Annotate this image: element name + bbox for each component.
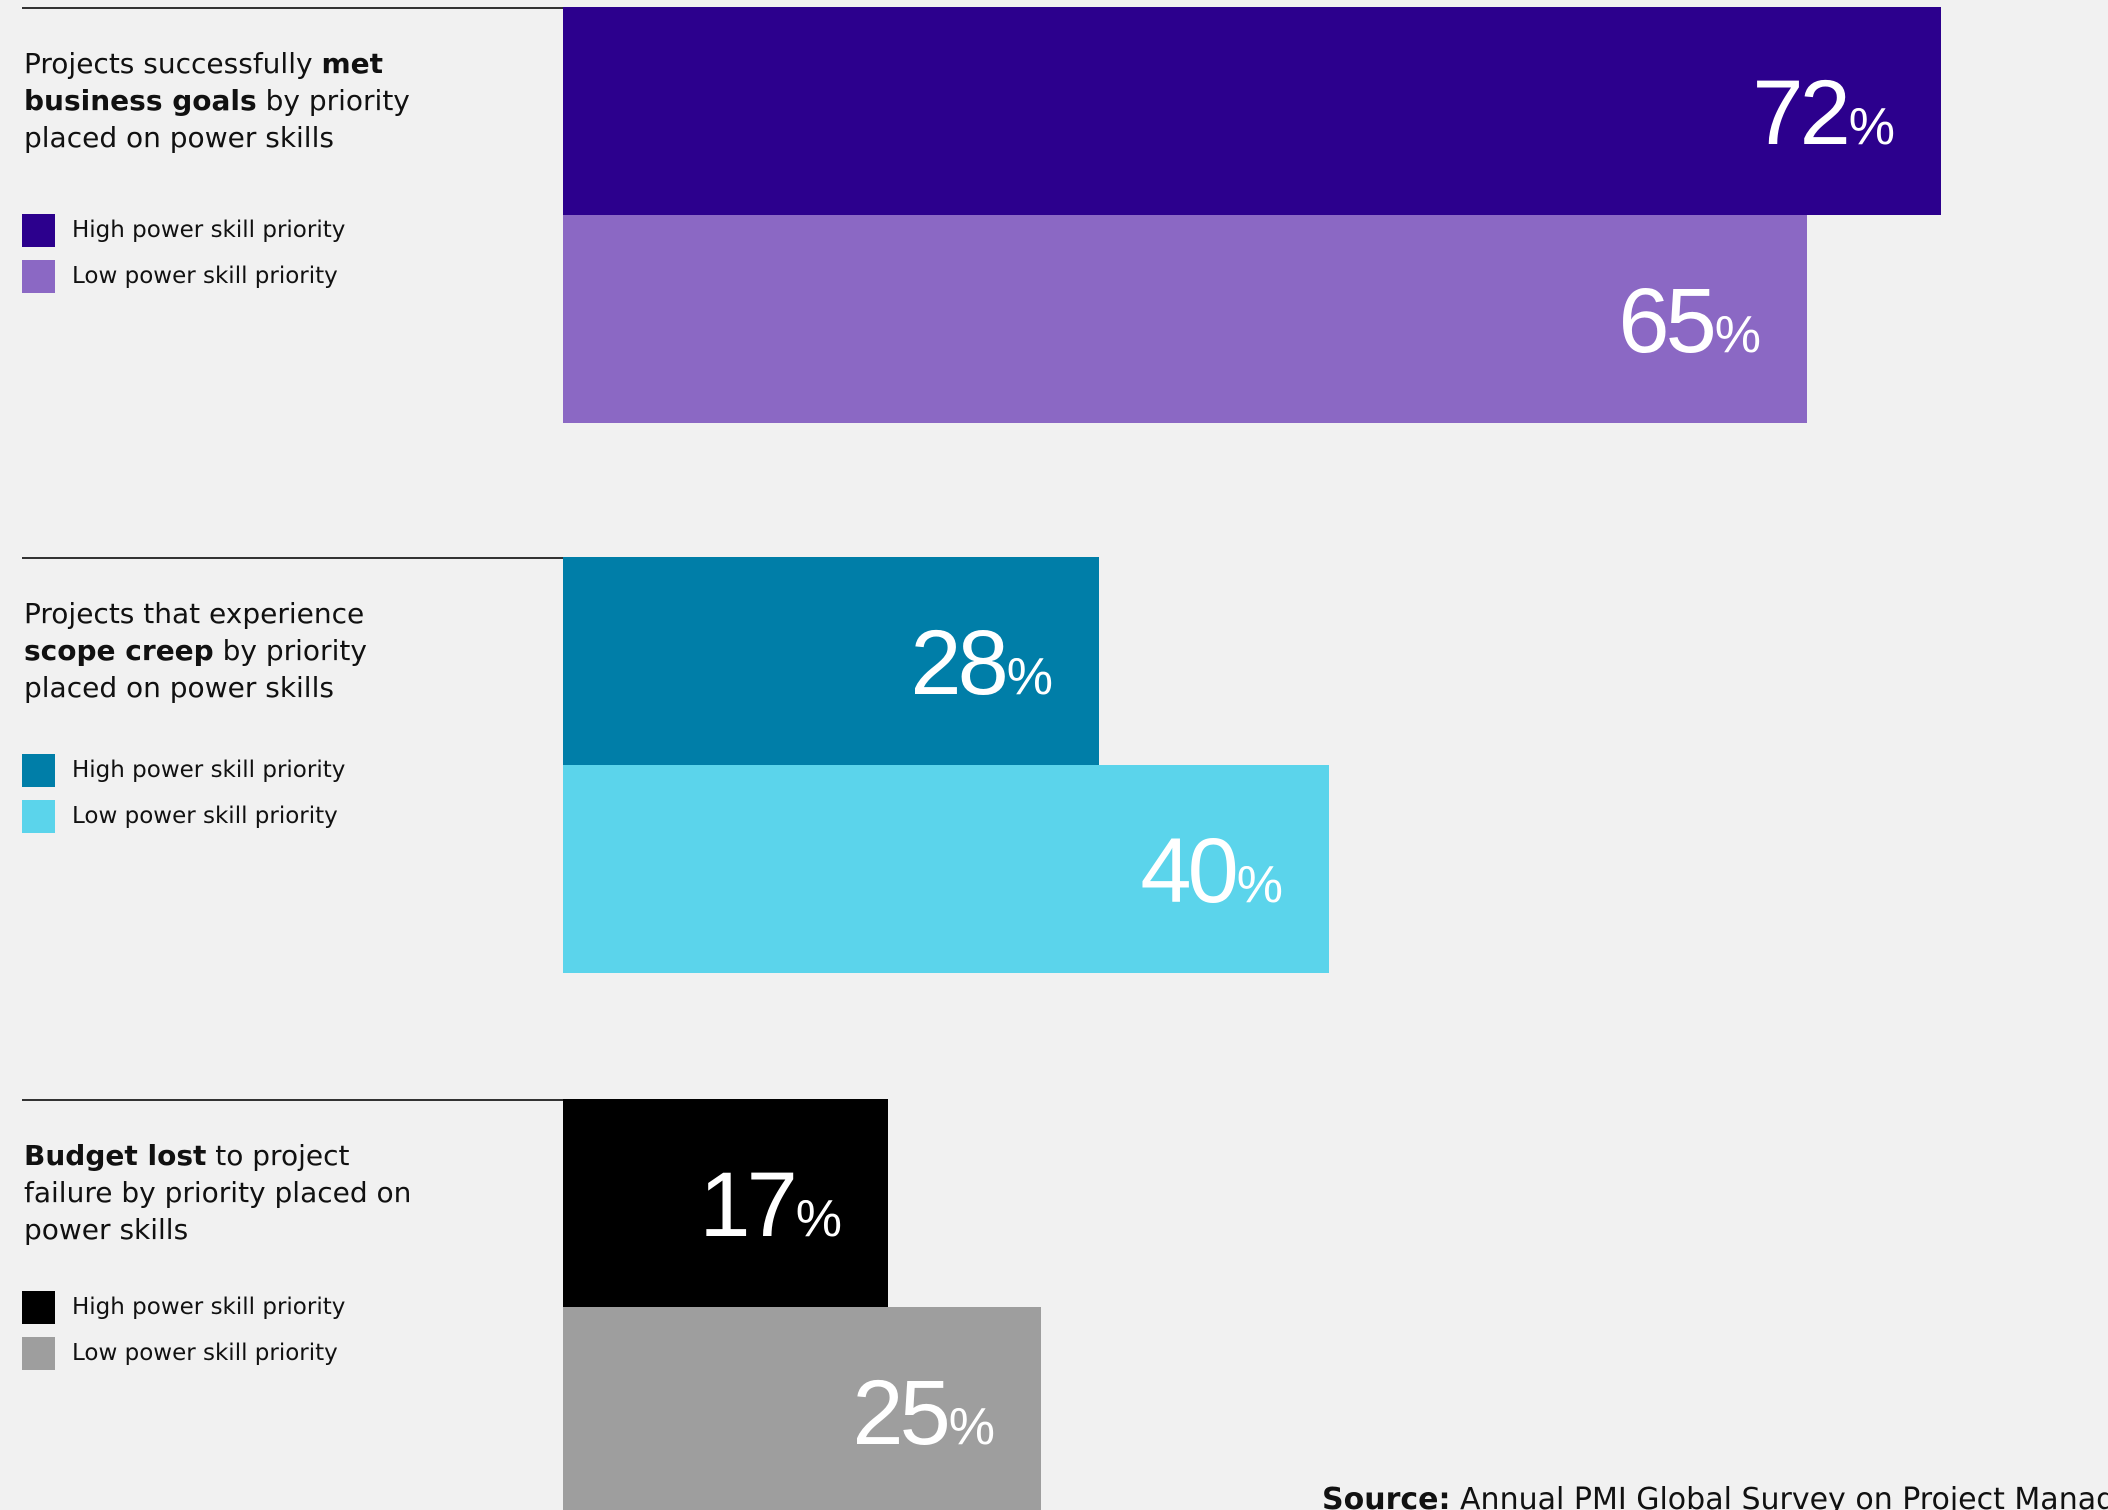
chart-title-post: by priority placed on power skills <box>24 634 367 704</box>
chart-title-bold: scope creep <box>24 634 214 667</box>
bar-unit: % <box>1236 856 1283 914</box>
chart-title: Projects that experience scope creep by … <box>24 595 444 706</box>
chart-title-pre: Projects successfully <box>24 47 322 80</box>
bar-unit: % <box>1714 306 1761 364</box>
bar-low-budget-lost: 25% <box>563 1307 1041 1510</box>
bar-data-label: 28% <box>910 617 1053 709</box>
legend-label-high: High power skill priority <box>72 1294 346 1320</box>
chart-title-bold: Budget lost <box>24 1139 207 1172</box>
bar-unit: % <box>1848 98 1895 156</box>
legend-swatch-high <box>22 1290 55 1324</box>
legend-swatch-low <box>22 1336 55 1370</box>
legend-label-high: High power skill priority <box>72 217 346 243</box>
chart-legend: High power skill priority Low power skil… <box>22 747 402 839</box>
source-note: Source: Annual PMI Global Survey on Proj… <box>1322 1480 2108 1510</box>
bar-value: 25 <box>852 1362 950 1464</box>
chart-legend: High power skill priority Low power skil… <box>22 207 402 299</box>
bar-unit: % <box>1006 648 1053 706</box>
chart-panel-business-goals: Projects successfully met business goals… <box>0 7 2108 457</box>
bar-data-label: 65% <box>1618 275 1761 367</box>
panel-divider <box>22 1099 564 1101</box>
bar-value: 28 <box>910 612 1008 714</box>
bar-data-label: 72% <box>1752 67 1895 159</box>
chart-title-pre: Projects that experience <box>24 597 365 630</box>
legend-swatch-high <box>22 753 55 787</box>
chart-title: Projects successfully met business goals… <box>24 45 444 156</box>
legend-item-high: High power skill priority <box>22 1284 402 1330</box>
chart-title: Budget lost to project failure by priori… <box>24 1137 444 1248</box>
bar-low-business-goals: 65% <box>563 215 1807 423</box>
legend-swatch-high <box>22 213 55 247</box>
bar-high-business-goals: 72% <box>563 7 1941 215</box>
panel-divider <box>22 557 564 559</box>
bar-unit: % <box>948 1398 995 1456</box>
legend-label-low: Low power skill priority <box>72 803 338 829</box>
source-text: Annual PMI Global Survey on Project Mana… <box>1460 1482 2108 1510</box>
chart-legend: High power skill priority Low power skil… <box>22 1284 402 1376</box>
legend-label-low: Low power skill priority <box>72 1340 338 1366</box>
chart-title-bold: met business goals <box>24 47 384 117</box>
legend-item-high: High power skill priority <box>22 747 402 793</box>
panel-divider <box>22 7 564 9</box>
legend-item-low: Low power skill priority <box>22 793 402 839</box>
legend-item-low: Low power skill priority <box>22 1330 402 1376</box>
bar-value: 17 <box>699 1154 797 1256</box>
chart-title-post: to project failure by priority placed on… <box>24 1139 412 1246</box>
bar-data-label: 17% <box>699 1159 842 1251</box>
bar-data-label: 40% <box>1140 825 1283 917</box>
bar-high-scope-creep: 28% <box>563 557 1099 765</box>
source-label: Source: <box>1322 1482 1451 1510</box>
legend-item-low: Low power skill priority <box>22 253 402 299</box>
bar-value: 72 <box>1752 62 1850 164</box>
legend-label-high: High power skill priority <box>72 757 346 783</box>
legend-swatch-low <box>22 259 55 293</box>
chart-panel-budget-lost: Budget lost to project failure by priori… <box>0 1099 2108 1510</box>
bar-unit: % <box>795 1190 842 1248</box>
bar-value: 40 <box>1140 820 1238 922</box>
bar-data-label: 25% <box>852 1367 995 1459</box>
bar-value: 65 <box>1618 270 1716 372</box>
legend-label-low: Low power skill priority <box>72 263 338 289</box>
chart-title-post: by priority placed on power skills <box>24 84 410 154</box>
chart-panel-scope-creep: Projects that experience scope creep by … <box>0 557 2108 1007</box>
bar-high-budget-lost: 17% <box>563 1099 888 1307</box>
bar-low-scope-creep: 40% <box>563 765 1329 973</box>
legend-item-high: High power skill priority <box>22 207 402 253</box>
legend-swatch-low <box>22 799 55 833</box>
